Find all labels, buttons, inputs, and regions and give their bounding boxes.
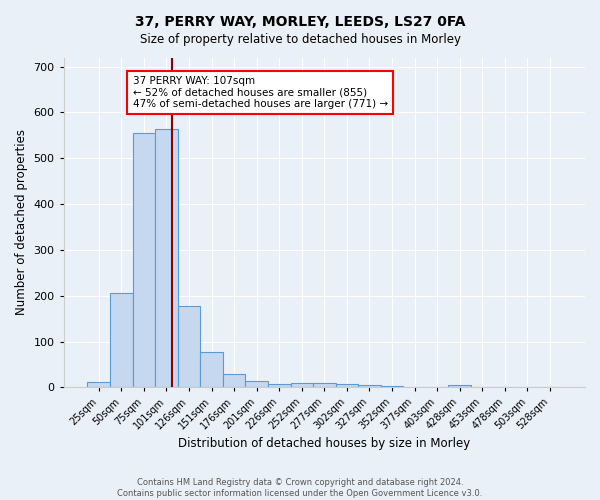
Text: Contains HM Land Registry data © Crown copyright and database right 2024.
Contai: Contains HM Land Registry data © Crown c… <box>118 478 482 498</box>
Bar <box>178 306 200 388</box>
Bar <box>133 133 155 388</box>
Bar <box>381 386 403 388</box>
Bar <box>155 128 178 388</box>
Bar <box>200 352 223 388</box>
Y-axis label: Number of detached properties: Number of detached properties <box>15 130 28 316</box>
Text: Size of property relative to detached houses in Morley: Size of property relative to detached ho… <box>139 32 461 46</box>
Bar <box>358 385 381 388</box>
Bar <box>290 383 313 388</box>
Bar <box>223 374 245 388</box>
Bar <box>88 382 110 388</box>
Text: 37 PERRY WAY: 107sqm
← 52% of detached houses are smaller (855)
47% of semi-deta: 37 PERRY WAY: 107sqm ← 52% of detached h… <box>133 76 388 109</box>
Bar <box>448 385 471 388</box>
Bar <box>335 384 358 388</box>
Bar <box>268 384 290 388</box>
X-axis label: Distribution of detached houses by size in Morley: Distribution of detached houses by size … <box>178 437 470 450</box>
Bar <box>110 294 133 388</box>
Text: 37, PERRY WAY, MORLEY, LEEDS, LS27 0FA: 37, PERRY WAY, MORLEY, LEEDS, LS27 0FA <box>135 15 465 29</box>
Bar <box>245 381 268 388</box>
Bar <box>313 383 335 388</box>
